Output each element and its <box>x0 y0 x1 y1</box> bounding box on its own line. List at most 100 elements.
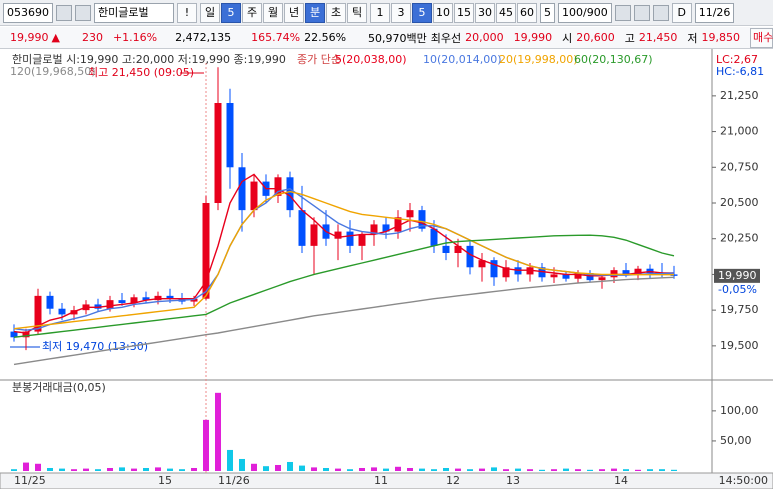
x-tick-label: 13 <box>506 474 520 487</box>
candle-body <box>406 210 414 218</box>
volume-bar <box>215 392 221 471</box>
volume: 2,472,135 <box>175 31 232 44</box>
range[interactable]: 100/900 <box>558 2 612 23</box>
volume-bar <box>671 469 677 471</box>
toolbar-button[interactable]: 초 <box>326 2 346 23</box>
change: 230 <box>81 31 103 44</box>
candle-body <box>394 217 402 232</box>
volume-bar <box>419 468 425 471</box>
candle-body <box>274 177 282 196</box>
candle-body <box>502 267 510 278</box>
x-tick-label: 14 <box>614 474 628 487</box>
candle-body <box>250 181 258 211</box>
stock-code[interactable]: 053690 <box>3 2 53 23</box>
volume-bar <box>311 467 317 471</box>
toolbar-button[interactable]: 10 <box>433 2 453 23</box>
candle-body <box>154 295 162 301</box>
volume-bar <box>143 467 149 471</box>
candle-body <box>370 224 378 235</box>
volume-bar <box>263 466 269 471</box>
toolbar-button[interactable]: 5 <box>412 2 432 23</box>
sound-icon[interactable] <box>75 4 91 21</box>
candle-body <box>22 331 30 338</box>
volume-bar <box>155 467 161 471</box>
volume-bar <box>539 469 545 471</box>
tool-icon[interactable] <box>633 4 650 21</box>
volume-bar <box>611 468 617 471</box>
y-tick-label: 21,250 <box>720 89 759 102</box>
volume-bar <box>35 463 41 471</box>
candle-body <box>142 297 150 301</box>
buy-button[interactable]: 매수 <box>750 27 773 48</box>
candle-body <box>106 300 114 309</box>
search-icon[interactable] <box>56 4 72 21</box>
candle-body <box>586 273 594 281</box>
toolbar-button[interactable]: 분 <box>305 2 325 23</box>
candle-body <box>346 231 354 246</box>
volume-bar <box>299 465 305 471</box>
candle-body <box>526 267 534 275</box>
volume-bar <box>395 466 401 471</box>
high-label: 고 <box>624 31 635 45</box>
count-select[interactable]: 5 <box>540 2 555 23</box>
last-price-box <box>714 268 760 283</box>
toolbar-button[interactable]: 15 <box>454 2 474 23</box>
volume-bar <box>371 467 377 471</box>
date-toggle[interactable]: D <box>671 2 692 23</box>
candle-body <box>190 298 198 302</box>
volume-bar <box>431 469 437 471</box>
volume-bar <box>647 469 653 471</box>
toolbar-button[interactable]: 월 <box>263 2 283 23</box>
candle-body <box>466 245 474 268</box>
toolbar-button[interactable]: 5 <box>221 2 241 23</box>
amount: 50,970백만 <box>368 31 427 45</box>
toolbar-button[interactable]: 틱 <box>347 2 367 23</box>
price: 19,990 <box>10 31 49 44</box>
tool-icon[interactable] <box>614 4 631 21</box>
candle-body <box>454 245 462 253</box>
volume-title: 분봉거래대금(0,05) <box>12 381 106 394</box>
volume-bar <box>575 469 581 471</box>
date[interactable]: 11/26 <box>694 2 735 23</box>
toolbar-button[interactable]: 45 <box>496 2 516 23</box>
ma-line <box>13 234 675 338</box>
time-label: 14:50:00 <box>719 474 768 487</box>
volume-bar <box>287 461 293 471</box>
volume-bar <box>59 468 65 471</box>
x-tick-label: 15 <box>158 474 172 487</box>
legend-entry: 120(19,968,50) <box>10 65 96 78</box>
toolbar-button[interactable]: 3 <box>391 2 411 23</box>
volume-bar <box>383 468 389 471</box>
info-button[interactable]: ! <box>177 2 197 23</box>
toolbar-button[interactable]: 1 <box>370 2 390 23</box>
x-tick-label: 11/25 <box>14 474 46 487</box>
volume-bar <box>251 463 257 471</box>
y-tick-label: 100,00 <box>720 404 759 417</box>
ma-line <box>13 190 674 330</box>
volume-bar <box>515 468 521 471</box>
y-tick-label: 19,500 <box>720 339 759 352</box>
tool-icon[interactable] <box>652 4 669 21</box>
y-tick-label: 50,00 <box>720 434 752 447</box>
legend-entry: 20(19,998,00) <box>499 53 578 66</box>
candle-body <box>202 203 210 299</box>
toolbar-button[interactable]: 년 <box>284 2 304 23</box>
toolbar-button[interactable]: 60 <box>517 2 537 23</box>
hc-label: HC:-6,81 <box>716 65 764 78</box>
candle-body <box>94 304 102 309</box>
volume-bar <box>587 469 593 471</box>
candle-body <box>334 231 342 239</box>
toolbar-button[interactable]: 일 <box>200 2 220 23</box>
toolbar-button[interactable]: 주 <box>242 2 262 23</box>
turnover: 22.56% <box>304 31 347 44</box>
candle-body <box>514 267 522 275</box>
candle-body <box>298 210 306 246</box>
candle-body <box>310 224 318 246</box>
y-tick-label: 20,250 <box>720 232 759 245</box>
quote-bar: 19,990 ▲ 230 +1.16% 2,472,135 165.74% 22… <box>0 27 773 49</box>
stock-name[interactable]: 한미글로벌 <box>94 2 174 23</box>
open: 20,600 <box>576 31 615 44</box>
toolbar-button[interactable]: 30 <box>475 2 495 23</box>
